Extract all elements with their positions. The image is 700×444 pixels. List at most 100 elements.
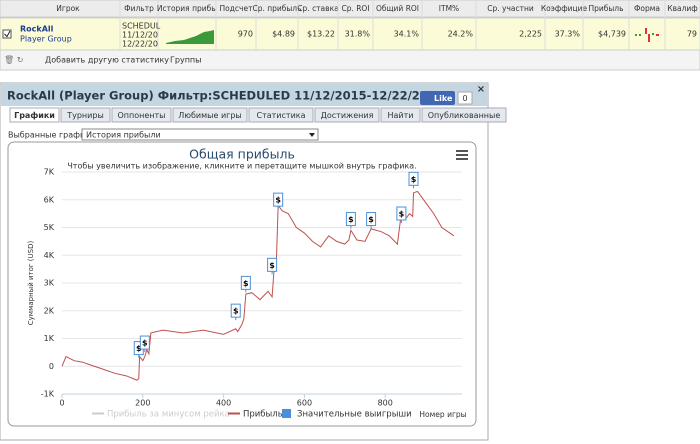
cell-value: 34.1% <box>394 30 420 39</box>
tab[interactable] <box>172 107 248 123</box>
column-header[interactable]: Подсчет <box>220 4 254 13</box>
tab[interactable] <box>111 107 172 123</box>
y-tick-label: -1K <box>41 390 55 399</box>
flag[interactable] <box>240 275 251 290</box>
flag-label: $ <box>275 196 281 205</box>
groups[interactable]: Группы <box>170 56 201 65</box>
column-header[interactable]: Прибыль <box>588 4 623 13</box>
flag-label: $ <box>142 339 148 348</box>
tab-label: Найти <box>388 111 414 120</box>
sparkline <box>166 30 214 44</box>
like-count-box <box>457 91 473 105</box>
tab-label: Графики <box>14 111 55 120</box>
check-mark <box>4 30 11 38</box>
x-axis-label: Номер игры <box>419 410 466 419</box>
y-tick-label: 5K <box>44 223 55 232</box>
tab[interactable] <box>9 107 60 123</box>
row-checkbox[interactable] <box>2 29 12 39</box>
like-text: Like <box>434 94 453 103</box>
tab[interactable] <box>314 107 380 123</box>
qualification: 79 <box>687 30 697 39</box>
tab-label: Опубликованные <box>428 111 501 120</box>
like-button[interactable] <box>420 91 455 105</box>
flag-label: $ <box>136 344 142 353</box>
column-header[interactable]: История прибы <box>157 4 217 13</box>
column-header[interactable]: ITM% <box>439 4 459 13</box>
form-bars <box>635 28 659 42</box>
column-header[interactable]: Коэффицие <box>541 4 588 13</box>
column-header[interactable]: Игрок <box>56 4 80 13</box>
add-stat[interactable]: Добавить другую статистику <box>45 56 169 65</box>
player-group: Player Group <box>20 35 72 44</box>
x-tick-label: 600 <box>297 399 312 408</box>
x-tick-label: 400 <box>216 399 231 408</box>
legend-label[interactable]: Прибыль <box>243 410 283 420</box>
y-axis-label: Суммарный итог (USD) <box>27 241 35 326</box>
flag[interactable] <box>396 206 407 221</box>
tab-label: Статистика <box>257 111 306 120</box>
legend-label[interactable]: Прибыль за минусом рейка <box>107 410 230 420</box>
y-tick-label: 4K <box>44 251 55 260</box>
tab[interactable] <box>248 107 314 123</box>
cell-value: $4,739 <box>598 30 626 39</box>
legend-swatch[interactable] <box>282 409 291 418</box>
cell-value: $4.89 <box>272 30 295 39</box>
tab-label: Любимые игры <box>178 111 242 120</box>
flag[interactable] <box>408 171 419 186</box>
player-name[interactable]: RockAll <box>20 25 54 34</box>
x-tick-label: 0 <box>59 399 64 408</box>
column-header[interactable]: Фильтр <box>124 4 154 13</box>
column-header[interactable]: Форма <box>634 4 660 13</box>
flag-label: $ <box>243 279 249 288</box>
flag-label: $ <box>411 175 417 184</box>
x-tick-label: 200 <box>135 399 150 408</box>
tab[interactable] <box>380 107 421 123</box>
y-tick-label: 0 <box>49 362 54 371</box>
close-button[interactable]: × <box>477 84 485 95</box>
filter-line: 12/22/20 <box>122 40 158 49</box>
flag[interactable] <box>230 303 241 318</box>
flag-label: $ <box>233 307 239 316</box>
column-header[interactable]: Ср. ставка <box>297 4 338 13</box>
flag[interactable] <box>273 192 284 207</box>
tab-label: Достижения <box>321 111 374 120</box>
toolbar-icons: 🗑 ↻ <box>4 56 23 65</box>
cell-value: 31.8% <box>345 30 371 39</box>
dialog-titlebar <box>1 84 487 106</box>
flag-label: $ <box>399 210 405 219</box>
legend-label[interactable]: Значительные выигрыши <box>297 410 412 420</box>
dialog-title: RockAll (Player Group) Фильтр:SCHEDULED … <box>7 89 444 103</box>
column-header[interactable]: Ср. прибыль <box>252 4 301 13</box>
tab-label: Оппоненты <box>117 111 165 120</box>
column-header[interactable]: Ср. ROI <box>341 4 369 13</box>
cell-value: 970 <box>238 30 253 39</box>
like-count: 0 <box>462 94 467 103</box>
column-header[interactable]: Общий ROI <box>376 4 419 13</box>
tab-label: Турниры <box>66 111 104 120</box>
chart-select-value: История прибыли <box>86 131 161 140</box>
flag[interactable] <box>345 212 356 227</box>
flag[interactable] <box>267 257 278 272</box>
column-header[interactable]: Ср. участни <box>487 4 534 13</box>
y-tick-label: 2K <box>44 306 55 315</box>
flag[interactable] <box>139 335 150 350</box>
flag[interactable] <box>366 212 377 227</box>
flag-label: $ <box>368 215 374 224</box>
column-header[interactable]: Квалиф <box>667 4 697 13</box>
chart-select[interactable] <box>81 128 319 141</box>
menu-icon[interactable] <box>456 150 468 160</box>
y-tick-label: 3K <box>44 279 55 288</box>
flag-label: $ <box>348 215 354 224</box>
cell-value: 37.3% <box>555 30 581 39</box>
tab[interactable] <box>421 107 507 123</box>
filter-line: SCHEDUL <box>122 22 161 31</box>
flag-label: $ <box>269 261 275 270</box>
selected-label: Выбранные графики: <box>8 131 98 140</box>
filter-line: 11/12/20 <box>122 31 158 40</box>
tab[interactable] <box>60 107 111 123</box>
x-tick-label: 800 <box>378 399 393 408</box>
y-tick-label: 7K <box>44 168 55 177</box>
cell-value: 2,225 <box>519 30 542 39</box>
